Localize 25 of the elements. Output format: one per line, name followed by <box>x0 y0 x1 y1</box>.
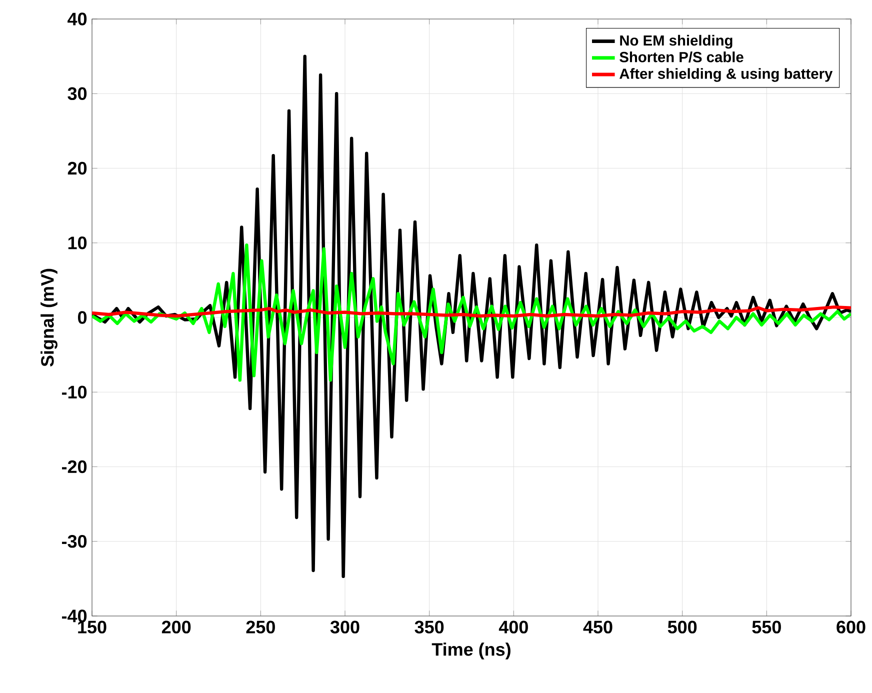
x-tick-label: 450 <box>583 620 612 634</box>
x-tick-label: 150 <box>78 620 106 634</box>
y-tick-label: 0 <box>78 311 87 324</box>
y-tick-label: -30 <box>62 534 87 548</box>
legend-label: No EM shielding <box>620 34 732 49</box>
x-tick-label: 300 <box>330 620 360 634</box>
y-tick-label: -10 <box>62 386 87 398</box>
y-tick-label: -20 <box>62 460 87 474</box>
x-tick-label: 250 <box>246 620 275 634</box>
y-axis-title: Signal (mV) <box>40 268 58 366</box>
y-tick-label: 10 <box>68 236 87 250</box>
y-tick-label: 30 <box>68 87 87 100</box>
legend-label: After shielding & using battery <box>620 68 833 82</box>
legend-label: Shorten P/S cable <box>620 52 744 62</box>
x-axis-title: Time (ns) <box>432 642 510 660</box>
x-tick-label: 350 <box>414 620 444 634</box>
y-tick-label: -40 <box>62 610 87 622</box>
x-tick-label: 500 <box>668 620 697 634</box>
x-tick-label: 200 <box>162 620 191 634</box>
x-tick-label: 550 <box>752 620 781 634</box>
x-tick-label: 400 <box>498 620 528 634</box>
x-tick-label: 600 <box>836 620 866 634</box>
y-tick-label: 40 <box>68 12 87 26</box>
line-series <box>92 244 851 382</box>
y-tick-label: 20 <box>68 162 87 175</box>
